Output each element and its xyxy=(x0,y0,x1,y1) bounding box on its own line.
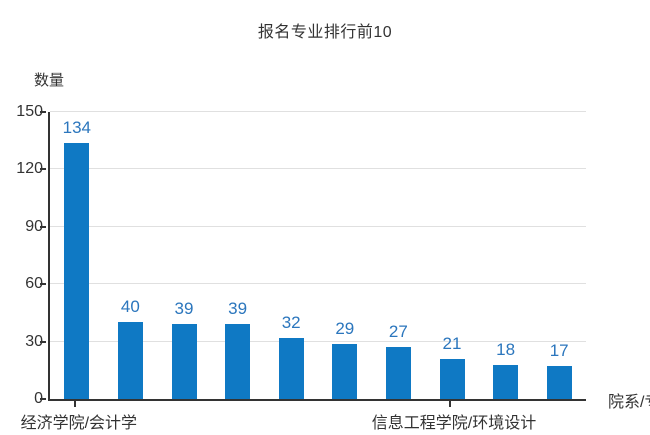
y-axis-tick-mark xyxy=(40,398,46,400)
bar-value-label: 40 xyxy=(120,297,140,316)
gridline xyxy=(50,340,586,342)
bar-value-label: 134 xyxy=(62,118,91,137)
y-tick-label: 120 xyxy=(16,160,43,178)
bar-value-label: 32 xyxy=(281,313,301,332)
x-axis-name: 院系/专业 xyxy=(608,394,650,411)
bar[interactable] xyxy=(439,359,465,399)
bar[interactable] xyxy=(171,324,197,399)
bar-value-label: 27 xyxy=(388,322,408,341)
bar[interactable] xyxy=(225,324,251,399)
y-tick-label: 60 xyxy=(25,275,43,293)
bar[interactable] xyxy=(64,143,90,399)
plot-area: 134 40 39 39 32 29 27 21 18 17 xyxy=(48,111,586,401)
y-tick-label: 150 xyxy=(16,103,43,120)
bar[interactable] xyxy=(385,347,411,399)
x-axis-tick-mark xyxy=(449,401,451,407)
bar-value-label: 39 xyxy=(174,299,194,318)
x-category-label: 信息工程学院/环境设计 xyxy=(371,415,537,432)
gridline xyxy=(50,111,586,112)
chart-title: 报名专业排行前10 xyxy=(257,24,393,41)
y-axis-tick-mark xyxy=(40,225,46,228)
y-axis-tick-mark xyxy=(40,283,46,286)
bar[interactable] xyxy=(546,366,572,399)
y-tick-label: 0 xyxy=(34,390,43,407)
gridline xyxy=(50,283,586,285)
bar[interactable] xyxy=(332,344,358,399)
x-category-label: 经济学院/会计学 xyxy=(20,415,138,432)
x-axis-tick-mark xyxy=(73,401,76,407)
y-axis-tick-mark xyxy=(40,111,46,113)
y-axis-tick-mark xyxy=(40,168,46,171)
gridline xyxy=(50,168,586,170)
bar-value-label: 21 xyxy=(442,334,462,353)
y-axis-name: 数量 xyxy=(34,72,65,89)
bar[interactable] xyxy=(278,338,304,399)
bar-value-label: 17 xyxy=(549,341,569,360)
bar-value-label: 18 xyxy=(496,340,516,359)
y-axis-tick-mark xyxy=(40,340,46,343)
bar-value-label: 29 xyxy=(335,319,355,338)
bar[interactable] xyxy=(493,365,519,399)
gridline xyxy=(50,225,586,227)
y-tick-label: 90 xyxy=(25,217,43,235)
bar-value-label: 39 xyxy=(228,299,248,318)
bar[interactable] xyxy=(117,322,143,399)
y-tick-label: 30 xyxy=(25,332,43,350)
